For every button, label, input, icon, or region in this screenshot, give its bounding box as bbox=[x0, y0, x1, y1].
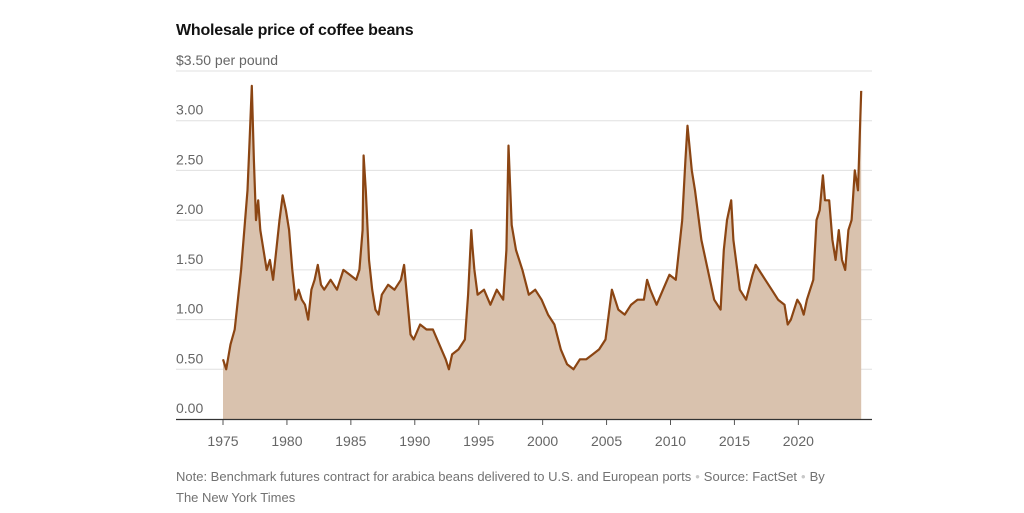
price-area-fill bbox=[223, 85, 862, 420]
y-tick-label: 2.50 bbox=[176, 151, 203, 167]
note-text: Note: Benchmark futures contract for ara… bbox=[176, 469, 692, 484]
note-separator: • bbox=[695, 469, 700, 484]
y-tick-label: 2.00 bbox=[176, 201, 203, 217]
x-tick-label: 2000 bbox=[527, 433, 558, 449]
x-tick-label: 1975 bbox=[207, 433, 238, 449]
x-tick-label: 2020 bbox=[783, 433, 814, 449]
y-tick-label: 1.50 bbox=[176, 251, 203, 267]
x-axis-ticks: 1975 1980 1985 1990 1995 2000 2005 2010 2015 2020 bbox=[207, 420, 814, 449]
chart-note: Note: Benchmark futures contract for ara… bbox=[176, 466, 836, 508]
x-tick-label: 1980 bbox=[271, 433, 302, 449]
source-label: Source: bbox=[703, 469, 749, 484]
y-tick-label: 1.00 bbox=[176, 301, 203, 317]
price-line bbox=[221, 84, 863, 371]
x-tick-label: 2015 bbox=[719, 433, 750, 449]
y-tick-label: 3.00 bbox=[176, 102, 203, 118]
y-tick-label: $3.50 per pound bbox=[176, 52, 278, 68]
y-tick-label: 0.00 bbox=[176, 400, 203, 416]
byline-separator: • bbox=[801, 469, 806, 484]
byline: By The New York Times bbox=[176, 469, 825, 505]
x-tick-label: 2010 bbox=[655, 433, 686, 449]
source-name: FactSet bbox=[752, 469, 798, 484]
x-tick-label: 1985 bbox=[335, 433, 366, 449]
y-tick-label: 0.50 bbox=[176, 350, 203, 366]
chart-title: Wholesale price of coffee beans bbox=[176, 22, 414, 39]
x-tick-label: 2005 bbox=[591, 433, 622, 449]
x-tick-label: 1990 bbox=[399, 433, 430, 449]
x-tick-label: 1995 bbox=[463, 433, 494, 449]
y-axis-labels: 0.00 0.50 1.00 1.50 2.00 2.50 3.00 $3.50 per po… bbox=[176, 52, 278, 416]
